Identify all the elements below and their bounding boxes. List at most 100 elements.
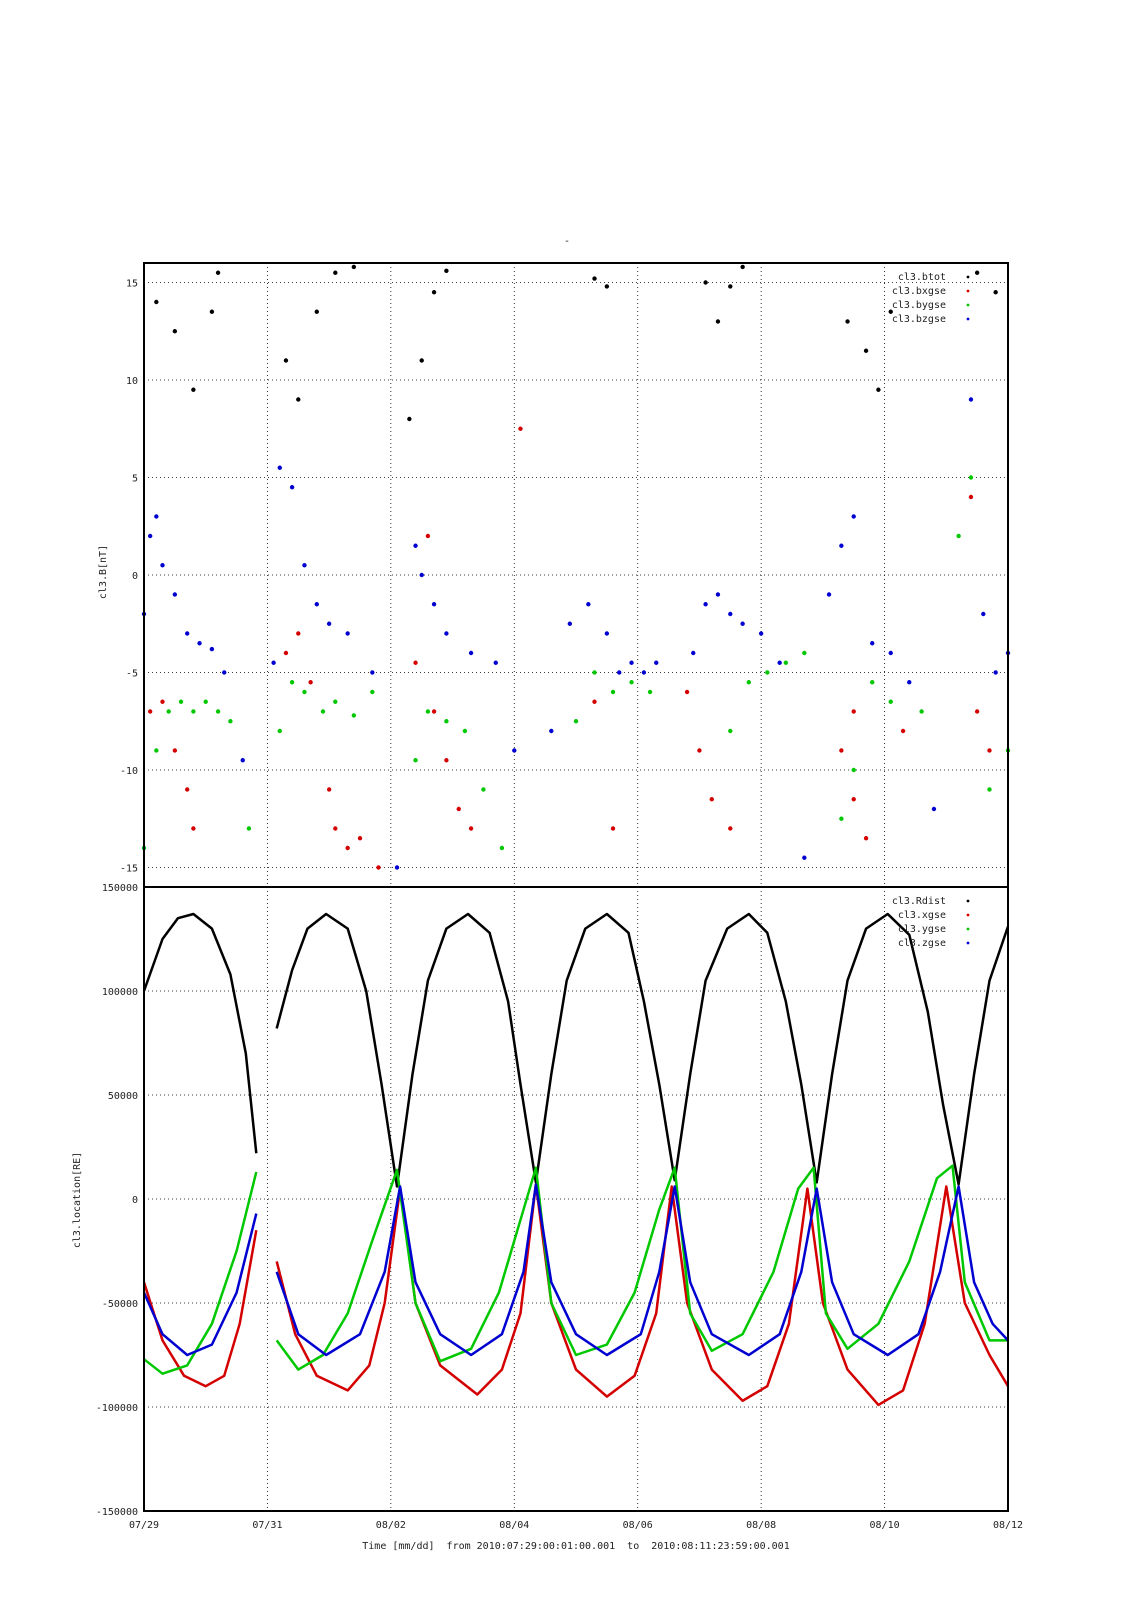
- x-tick-label: 07/29: [129, 1520, 159, 1531]
- data-point: [431, 602, 437, 607]
- location-y-axis-label: cl3.location[RE]: [72, 1152, 83, 1248]
- data-point: [629, 680, 634, 685]
- data-point: [654, 660, 659, 665]
- data-point: [592, 699, 597, 704]
- data-point: [172, 748, 178, 753]
- data-point: [647, 689, 653, 695]
- data-point: [357, 836, 363, 841]
- location-x-axis-label: Time [mm/dd] from 2010:07:29:00:01:00.00…: [362, 1541, 789, 1552]
- data-point: [425, 533, 431, 539]
- y-tick-label: 5: [132, 474, 138, 485]
- series-cl3.ygse: [143, 1164, 1008, 1375]
- x-tick-label: 08/06: [623, 1520, 653, 1531]
- legend-marker: [966, 289, 970, 293]
- b-y-axis-label: cl3.B[nT]: [98, 545, 109, 599]
- y-tick-label: 0: [132, 571, 138, 582]
- legend-marker: [966, 913, 970, 917]
- data-point: [703, 602, 708, 607]
- data-point: [326, 621, 332, 626]
- data-point: [351, 713, 357, 718]
- data-point: [154, 748, 159, 753]
- data-point: [870, 641, 875, 646]
- series-line: [142, 1213, 258, 1357]
- data-point: [697, 748, 702, 753]
- data-point: [456, 806, 461, 812]
- data-point: [191, 387, 196, 392]
- series-cl3.xgse: [142, 1183, 1010, 1407]
- data-point: [907, 680, 912, 685]
- data-point: [308, 680, 313, 685]
- data-point: [987, 787, 992, 792]
- y-tick-label: 15: [126, 279, 138, 290]
- location-plot-frame: [143, 886, 1009, 1512]
- y-tick-label: -10: [120, 766, 138, 777]
- legend-marker: [966, 275, 970, 279]
- data-point: [888, 650, 893, 656]
- legend-marker: [966, 927, 970, 931]
- legend-marker: [966, 941, 970, 945]
- data-point: [185, 787, 190, 792]
- data-point: [728, 728, 733, 734]
- data-point: [851, 797, 856, 802]
- data-point: [518, 426, 523, 431]
- data-point: [740, 264, 745, 270]
- series-line: [275, 1164, 1008, 1371]
- location-legend: cl3.Rdist cl3.xgse cl3.ygse cl3.zgse: [892, 896, 970, 949]
- data-point: [413, 543, 418, 548]
- legend-entry: cl3.xgse: [898, 910, 946, 921]
- data-point: [154, 299, 159, 305]
- data-point: [549, 728, 554, 734]
- x-tick-label: 08/10: [870, 1520, 900, 1531]
- b-scatter-series: [141, 264, 1011, 870]
- data-point: [345, 631, 350, 636]
- data-point: [888, 699, 893, 704]
- data-point: [333, 699, 338, 704]
- data-point: [851, 767, 856, 773]
- legend-entry: cl3.btot: [898, 272, 946, 283]
- y-tick-label: 0: [132, 1195, 138, 1206]
- data-point: [691, 650, 696, 656]
- x-tick-label: 08/08: [746, 1520, 776, 1531]
- data-point: [160, 699, 165, 704]
- data-point: [289, 680, 295, 685]
- data-point: [974, 270, 980, 275]
- data-point: [444, 631, 449, 636]
- data-point: [839, 816, 844, 821]
- series-line: [275, 1183, 1009, 1357]
- data-point: [296, 631, 301, 636]
- y-tick-label: -100000: [96, 1403, 138, 1414]
- data-point: [610, 826, 616, 831]
- data-point: [715, 592, 721, 597]
- x-tick-label: 08/04: [499, 1520, 529, 1531]
- data-point: [215, 270, 221, 275]
- data-point: [573, 719, 579, 724]
- data-point: [271, 660, 276, 665]
- data-point: [370, 670, 375, 675]
- data-point: [351, 264, 357, 270]
- y-tick-label: -50000: [102, 1299, 138, 1310]
- legend-marker: [966, 303, 970, 307]
- data-point: [617, 670, 622, 675]
- data-point: [758, 631, 764, 636]
- data-point: [413, 660, 418, 665]
- data-point: [160, 563, 165, 568]
- data-point: [444, 268, 449, 273]
- data-point: [345, 845, 350, 851]
- data-point: [993, 670, 998, 675]
- data-point: [684, 689, 690, 695]
- data-point: [851, 514, 856, 519]
- data-point: [728, 611, 733, 617]
- data-point: [413, 758, 418, 763]
- legend-marker: [966, 899, 970, 903]
- location-grid: [144, 887, 1008, 1511]
- series-cl3.btot: [154, 264, 998, 422]
- data-point: [740, 621, 745, 626]
- data-point: [746, 680, 751, 685]
- data-point: [931, 806, 937, 812]
- series-line: [142, 1229, 258, 1388]
- b-legend: cl3.btot cl3.bxgse cl3.bygse cl3.bzgse: [892, 272, 970, 325]
- legend-entry: cl3.bzgse: [892, 314, 946, 325]
- data-point: [419, 358, 424, 363]
- data-point: [604, 631, 610, 636]
- data-point: [604, 284, 610, 289]
